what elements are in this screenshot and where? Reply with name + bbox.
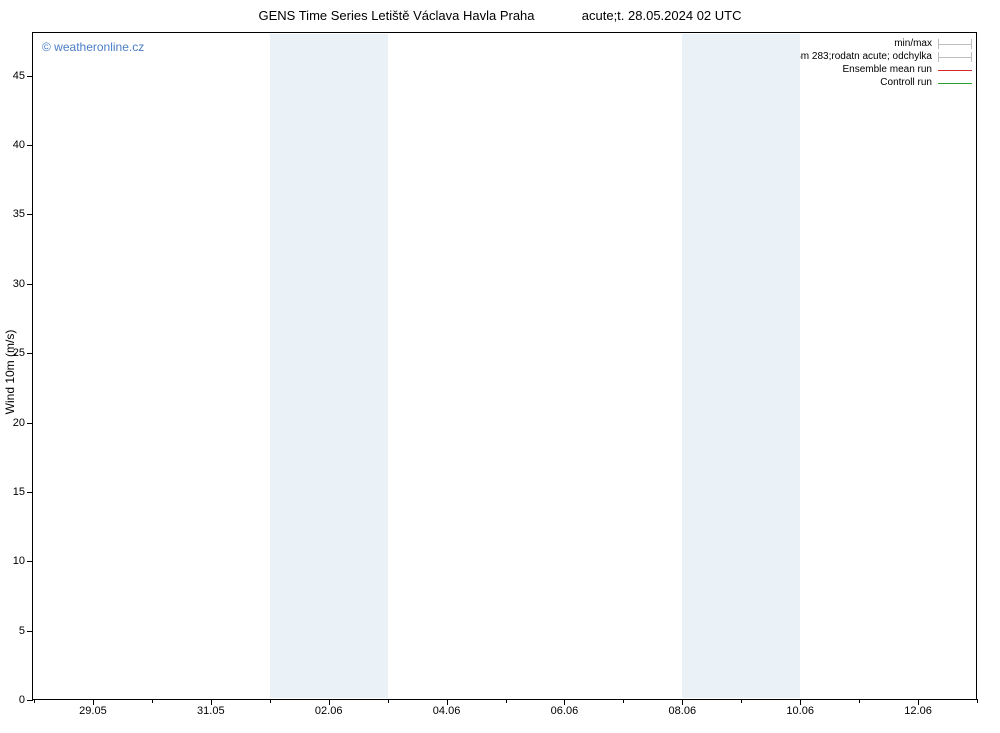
y-tick-label: 10 bbox=[13, 555, 33, 567]
legend-label: Sm 283;rodatn acute; odchylka bbox=[794, 50, 936, 63]
x-minor-tick bbox=[623, 699, 624, 703]
x-tick-label: 29.05 bbox=[79, 699, 107, 717]
legend-item: Ensemble mean run bbox=[794, 63, 972, 76]
legend-swatch bbox=[938, 65, 972, 75]
y-tick-label: 15 bbox=[13, 486, 33, 498]
x-minor-tick bbox=[859, 699, 860, 703]
chart-title: GENS Time Series Letiště Václava Havla P… bbox=[0, 8, 1000, 23]
x-minor-tick bbox=[506, 699, 507, 703]
x-minor-tick bbox=[34, 699, 35, 703]
y-axis-label: Wind 10m (m/s) bbox=[3, 330, 17, 415]
legend-swatch bbox=[938, 39, 972, 49]
y-tick-label: 30 bbox=[13, 278, 33, 290]
legend-label: Ensemble mean run bbox=[843, 63, 937, 76]
legend-swatch bbox=[938, 78, 972, 88]
weekend-band bbox=[270, 34, 388, 698]
y-tick-label: 40 bbox=[13, 139, 33, 151]
weekend-band bbox=[682, 34, 800, 698]
x-minor-tick bbox=[388, 699, 389, 703]
x-minor-tick bbox=[270, 699, 271, 703]
legend-item: Controll run bbox=[794, 76, 972, 89]
legend-swatch bbox=[938, 52, 972, 62]
x-tick-label: 31.05 bbox=[197, 699, 225, 717]
legend: min/maxSm 283;rodatn acute; odchylkaEnse… bbox=[794, 37, 972, 89]
y-tick-label: 45 bbox=[13, 70, 33, 82]
legend-item: min/max bbox=[794, 37, 972, 50]
x-tick-label: 12.06 bbox=[904, 699, 932, 717]
x-minor-tick bbox=[977, 699, 978, 703]
x-tick-label: 08.06 bbox=[669, 699, 697, 717]
x-tick-label: 02.06 bbox=[315, 699, 343, 717]
chart-container: min/maxSm 283;rodatn acute; odchylkaEnse… bbox=[32, 32, 977, 712]
legend-item: Sm 283;rodatn acute; odchylka bbox=[794, 50, 972, 63]
y-tick-label: 20 bbox=[13, 417, 33, 429]
x-minor-tick bbox=[152, 699, 153, 703]
x-tick-label: 10.06 bbox=[786, 699, 814, 717]
title-right: acute;t. 28.05.2024 02 UTC bbox=[582, 8, 742, 23]
legend-label: Controll run bbox=[880, 76, 936, 89]
y-tick-label: 5 bbox=[19, 625, 33, 637]
y-tick-label: 35 bbox=[13, 208, 33, 220]
title-left: GENS Time Series Letiště Václava Havla P… bbox=[259, 8, 535, 23]
plot-area: min/maxSm 283;rodatn acute; odchylkaEnse… bbox=[32, 32, 977, 700]
legend-label: min/max bbox=[894, 37, 936, 50]
x-minor-tick bbox=[741, 699, 742, 703]
y-tick-label: 0 bbox=[19, 694, 33, 706]
x-tick-label: 04.06 bbox=[433, 699, 461, 717]
x-tick-label: 06.06 bbox=[551, 699, 579, 717]
